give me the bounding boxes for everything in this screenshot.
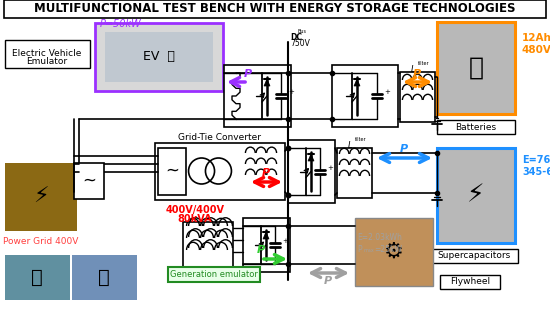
Text: 345-691V: 345-691V [522,167,550,177]
Text: ⚙: ⚙ [384,242,404,262]
Bar [155,143,285,200]
Text: Grid-Tie Converter: Grid-Tie Converter [179,133,261,142]
Text: ⚡: ⚡ [468,183,485,207]
Bar [95,23,223,91]
Text: 🌬: 🌬 [31,268,43,286]
Bar [183,222,233,268]
Bar [74,163,104,199]
Bar [224,65,291,127]
Text: +: + [327,164,333,171]
Bar [168,267,260,282]
Text: +: + [384,89,390,95]
Polygon shape [308,154,314,161]
Text: P: P [324,276,332,286]
Text: P=50kW: P=50kW [100,19,142,29]
Text: MULTIFUNCTIONAL TEST BENCH WITH ENERGY STORAGE TECHNOLOGIES: MULTIFUNCTIONAL TEST BENCH WITH ENERGY S… [34,2,516,15]
Text: 480V: 480V [522,45,550,55]
Bar [105,32,213,82]
Bar [288,140,335,203]
Bar [337,148,372,198]
Text: 400V/400V: 400V/400V [166,205,224,215]
Polygon shape [354,79,360,86]
Text: Supercapacitors: Supercapacitors [437,252,510,260]
Text: E=768Wh: E=768Wh [522,155,550,165]
Text: E=2.03kWh: E=2.03kWh [357,234,402,243]
Text: 🌊: 🌊 [98,268,110,286]
Bar [430,249,518,263]
Text: EV  🔌: EV 🔌 [143,50,175,64]
Text: filter: filter [418,61,430,66]
Text: ⚡: ⚡ [33,187,49,207]
Text: max: max [363,248,374,253]
Text: Batteries: Batteries [455,122,497,132]
Text: filter: filter [355,137,367,142]
Text: Power Grid 400V: Power Grid 400V [3,236,79,245]
Bar [5,255,70,300]
Text: 12Ah: 12Ah [522,33,550,43]
Text: Generation emulator: Generation emulator [170,270,258,279]
Text: P: P [400,144,408,154]
Text: Flywheel: Flywheel [450,277,490,286]
Text: P: P [262,168,270,178]
Text: 🔋: 🔋 [469,56,483,80]
Bar [72,255,137,300]
Bar [440,275,500,289]
Bar [400,72,435,122]
Bar [332,65,398,127]
Text: DC: DC [290,33,302,43]
Bar [4,0,546,18]
Text: Electric Vehicle: Electric Vehicle [12,49,82,58]
Bar [5,163,77,231]
Bar [158,148,186,195]
Text: Emulator: Emulator [26,57,68,66]
Bar [355,218,433,286]
Text: L: L [348,141,353,150]
Text: ~: ~ [82,172,96,190]
Bar [5,40,90,68]
Text: P: P [357,244,362,253]
Text: 80kVA: 80kVA [178,214,212,224]
Bar [437,22,515,114]
Text: ~: ~ [165,162,179,180]
Text: L: L [411,65,415,74]
Bar [437,120,515,134]
Text: +: + [288,89,294,95]
Bar [243,218,290,272]
Polygon shape [264,79,270,86]
Text: P: P [257,245,265,255]
Text: P: P [244,69,252,79]
Text: 750V: 750V [290,40,310,49]
Text: =25kW: =25kW [374,244,402,253]
Text: Bus: Bus [297,29,306,34]
Text: P: P [413,69,421,79]
Text: +: + [282,238,288,244]
Polygon shape [263,232,269,239]
Bar [437,148,515,243]
